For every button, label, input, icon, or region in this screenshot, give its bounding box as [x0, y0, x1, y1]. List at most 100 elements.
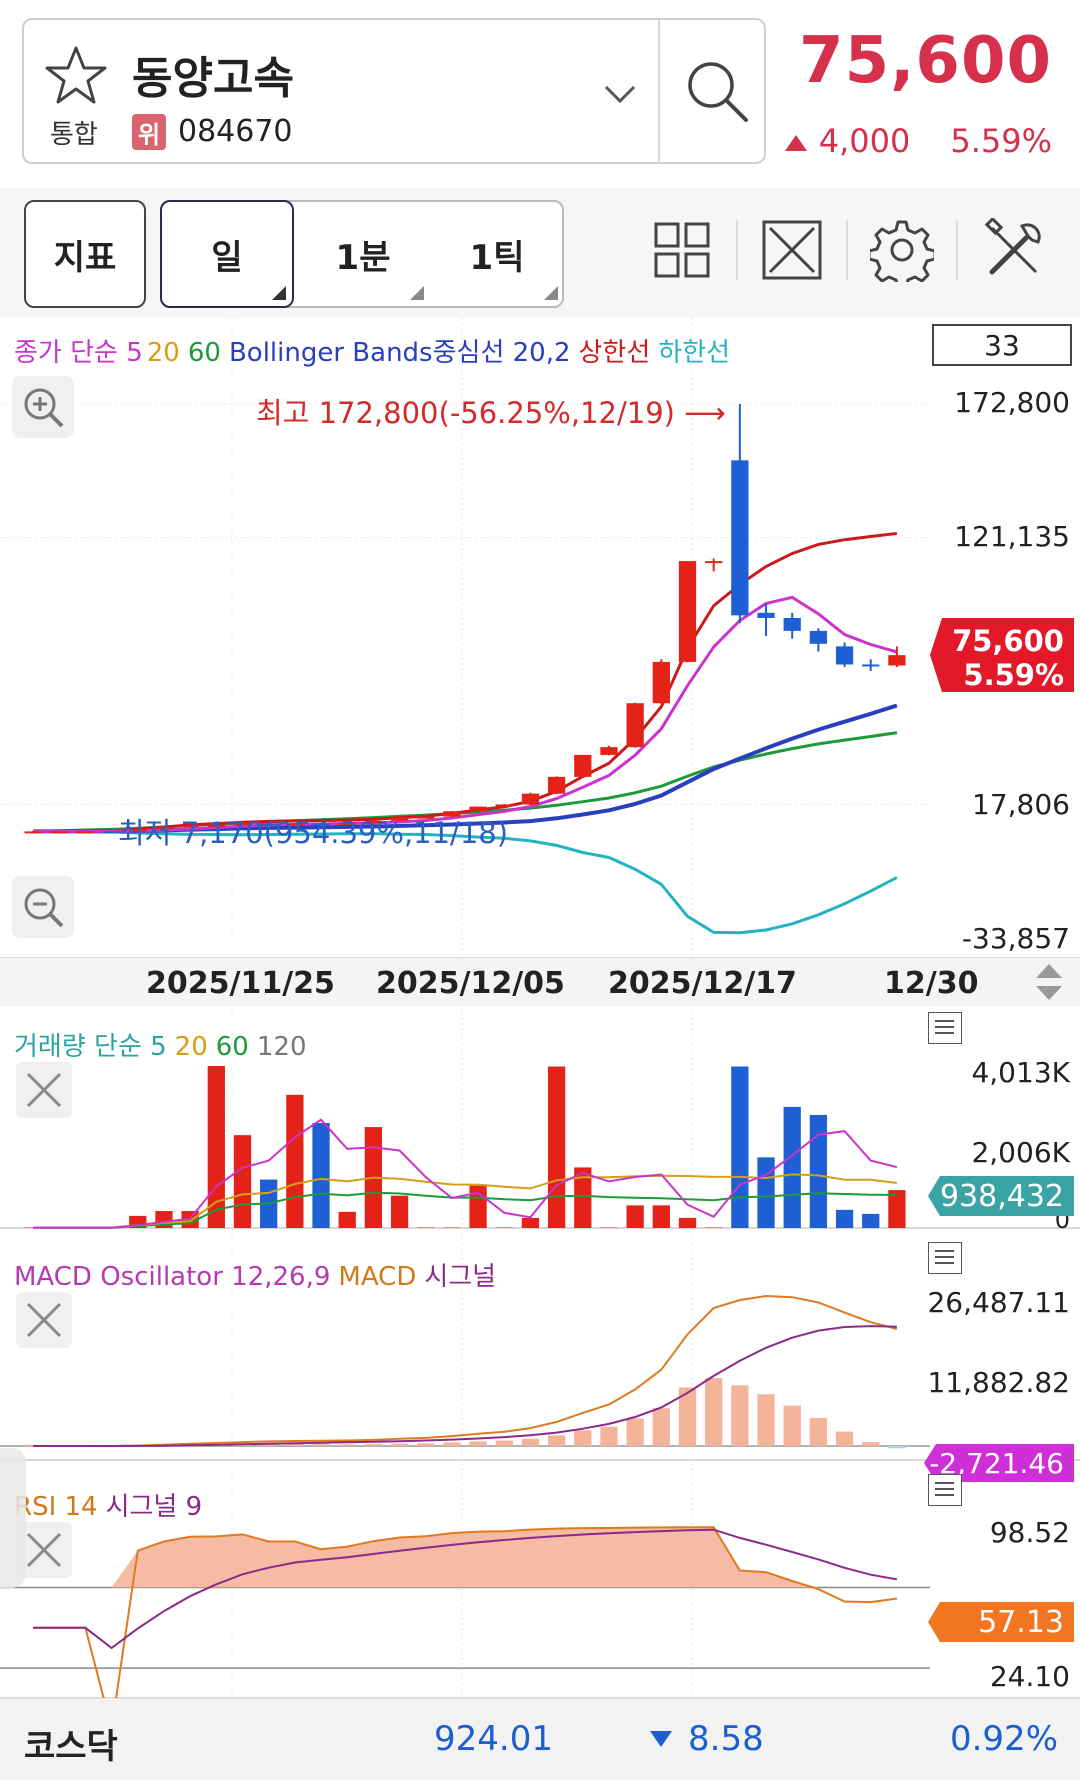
candle-body	[207, 824, 225, 827]
tools-icon[interactable]	[982, 218, 1046, 282]
divider	[956, 220, 958, 280]
date-label: 2025/12/05	[376, 966, 565, 1001]
volume-bar	[286, 1094, 304, 1228]
macd-osc-bar	[705, 1378, 723, 1446]
macd-osc-bar	[417, 1443, 435, 1446]
price-axis-min: -33,857	[961, 922, 1070, 955]
price-axis-max: 172,800	[954, 386, 1070, 419]
panel-menu-icon[interactable]	[928, 1242, 962, 1274]
macd-axis-label: 11,882.82	[927, 1366, 1070, 1399]
date-axis: 2025/11/25 2025/12/05 2025/12/17 12/30	[0, 958, 1080, 1006]
side-drawer-handle[interactable]	[0, 1448, 26, 1588]
macd-osc-bar	[495, 1440, 513, 1446]
legend-volume: 거래량 단순 5	[14, 1032, 167, 1062]
corner-triangle-icon	[544, 286, 558, 300]
volume-axis-max: 4,013K	[971, 1056, 1070, 1089]
current-price: 75,600	[799, 24, 1052, 98]
zoom-out-icon[interactable]	[12, 876, 74, 938]
candle-body	[547, 776, 566, 794]
candle-body	[835, 646, 854, 665]
legend-ma20: 20	[146, 338, 180, 368]
candle-body	[24, 831, 42, 834]
legend-macd-osc: MACD Oscillator 12,26,9	[14, 1262, 331, 1292]
expand-icon[interactable]	[760, 218, 824, 282]
macd-legend: MACD Oscillator 12,26,9 MACD 시그널	[14, 1256, 504, 1293]
macd-osc-bar	[862, 1442, 880, 1446]
panel-menu-icon[interactable]	[928, 1012, 962, 1044]
date-label: 12/30	[884, 966, 979, 1001]
scroll-arrows-icon[interactable]	[1034, 962, 1064, 1002]
macd-osc-bar	[757, 1394, 775, 1446]
ma5-line	[33, 595, 898, 834]
legend-vol-ma20: 20	[174, 1032, 208, 1062]
candle-body	[626, 703, 644, 748]
candle-body	[181, 825, 199, 828]
index-change: 8.58	[650, 1719, 764, 1759]
volume-bar	[809, 1114, 828, 1228]
bollinger-lower-line	[33, 829, 898, 935]
legend-rsi-signal: 시그널 9	[105, 1492, 203, 1522]
stock-selector[interactable]: 동양고속 통합 위 084670	[22, 18, 766, 164]
candle-body	[338, 823, 356, 826]
favorite-star-icon[interactable]	[44, 44, 108, 108]
close-panel-icon[interactable]	[16, 1062, 72, 1118]
legend-ma60: 60	[187, 338, 221, 368]
market-type: 통합	[50, 120, 98, 150]
volume-bar	[888, 1190, 906, 1228]
price-axis-label: 121,135	[954, 520, 1070, 553]
legend-upper-band: 상한선	[578, 338, 651, 368]
price-chart[interactable]	[0, 318, 1080, 1698]
candle-body	[233, 823, 252, 826]
market-index-bar[interactable]: 코스닥 924.01 8.58 0.92%	[0, 1698, 1080, 1780]
rsi-signal-line	[33, 1528, 898, 1650]
volume-legend: 거래량 단순 5 20 60 120	[14, 1026, 315, 1063]
period-1min[interactable]: 1분	[296, 202, 430, 306]
macd-osc-bar	[731, 1385, 749, 1446]
current-price-tag: 75,600 5.59%	[930, 618, 1074, 692]
volume-bar	[233, 1135, 252, 1228]
price-axis-label: 17,806	[972, 788, 1070, 821]
divider	[736, 220, 738, 280]
stock-code: 084670	[178, 114, 293, 149]
stock-name: 동양고속	[132, 53, 294, 104]
macd-osc-bar	[312, 1444, 330, 1446]
close-panel-icon[interactable]	[16, 1292, 72, 1348]
chevron-down-icon[interactable]	[602, 82, 638, 106]
macd-current-tag: -2,721.46	[924, 1444, 1074, 1482]
candle-body	[417, 816, 435, 819]
volume-bar	[207, 1066, 225, 1228]
up-triangle-icon	[784, 135, 807, 151]
index-rate: 0.92%	[949, 1719, 1058, 1759]
search-icon[interactable]	[684, 58, 750, 124]
candle-body	[102, 831, 121, 834]
settings-gear-icon[interactable]	[870, 218, 934, 282]
candle-body	[260, 823, 278, 826]
period-selector: 일 1분 1틱	[160, 200, 564, 308]
period-1tick[interactable]: 1틱	[430, 202, 564, 306]
corner-triangle-icon	[272, 286, 286, 300]
legend-close-ma5: 종가 단순 5	[14, 338, 143, 368]
volume-axis-label: 2,006K	[971, 1136, 1070, 1169]
candle-body	[50, 831, 68, 834]
candle-body	[783, 617, 801, 631]
bar-count-box[interactable]: 33	[932, 324, 1072, 366]
macd-osc-bar	[390, 1443, 409, 1446]
volume-bar	[390, 1195, 409, 1228]
price-change: 4,000	[784, 122, 910, 160]
candle-body	[390, 817, 409, 821]
macd-axis-max: 26,487.11	[927, 1286, 1070, 1319]
date-label: 2025/12/17	[608, 966, 797, 1001]
candle-body	[155, 827, 173, 830]
divider	[658, 20, 660, 162]
zoom-in-icon[interactable]	[12, 376, 74, 438]
macd-osc-bar	[443, 1442, 461, 1446]
macd-osc-bar	[626, 1418, 644, 1446]
volume-bar	[338, 1211, 356, 1228]
candle-body	[600, 747, 618, 755]
macd-osc-bar	[547, 1435, 566, 1446]
indicator-button[interactable]: 지표	[24, 200, 146, 308]
layout-grid-icon[interactable]	[650, 218, 714, 282]
panel-menu-icon[interactable]	[928, 1474, 962, 1506]
macd-osc-bar	[260, 1443, 278, 1446]
period-day[interactable]: 일	[160, 200, 294, 308]
